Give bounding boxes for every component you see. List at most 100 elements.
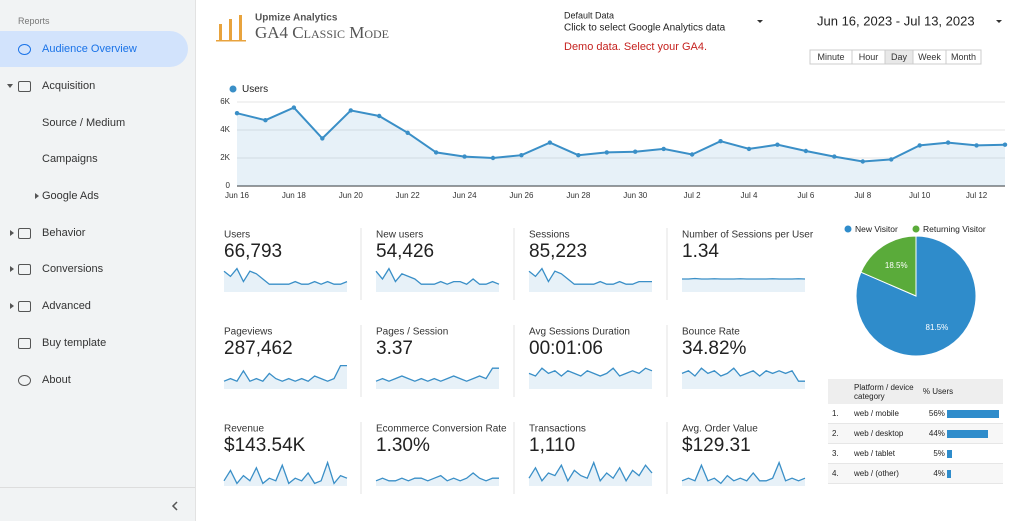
granularity-label[interactable]: Month: [951, 52, 976, 62]
bar: [946, 449, 952, 458]
metric-value: 85,223: [529, 241, 587, 262]
granularity-label[interactable]: Minute: [817, 52, 844, 62]
nav-label[interactable]: Conversions: [42, 263, 104, 275]
point: [860, 159, 865, 164]
table-row: 3. web / tablet 5%: [828, 443, 1003, 464]
metric-label: Number of Sessions per User: [682, 230, 814, 241]
slice-label: 18.5%: [885, 261, 908, 270]
nav-label[interactable]: Behavior: [42, 227, 86, 239]
notice: Demo data. Select your GA4.: [564, 41, 707, 53]
nav-item[interactable]: Acquisition: [0, 68, 188, 104]
sparkline: [682, 277, 806, 280]
metric-label: New users: [376, 230, 423, 241]
metric-label: Pages / Session: [376, 327, 448, 338]
dropdown-arrow[interactable]: [996, 20, 1002, 23]
value-cell: 4%: [918, 463, 1003, 484]
x-tick-label: Jun 26: [509, 191, 534, 200]
bar: [946, 429, 988, 438]
sparkline-area: [682, 368, 805, 389]
sparkline-area: [224, 365, 347, 389]
x-tick-label: Jul 2: [684, 191, 701, 200]
source-select[interactable]: Click to select Google Analytics data: [564, 23, 726, 34]
x-tick-label: Jul 12: [966, 191, 988, 200]
sparkline: [375, 267, 500, 285]
pie-slice: [855, 235, 977, 357]
metric-label: Revenue: [224, 424, 264, 435]
nav-item[interactable]: Source / Medium: [0, 105, 188, 141]
nav-item[interactable]: Buy template: [0, 325, 188, 361]
x-tick-label: Jun 30: [623, 191, 648, 200]
sparkline: [223, 364, 347, 383]
point: [689, 152, 695, 157]
point: [832, 154, 837, 159]
collapse-button[interactable]: [0, 488, 195, 522]
metric-value: 66,793: [224, 241, 282, 262]
brand: Upmize Analytics: [255, 13, 338, 24]
nav-item[interactable]: Behavior: [0, 215, 188, 251]
metric-label: Ecommerce Conversion Rate: [376, 424, 507, 435]
point: [604, 150, 609, 155]
granularity-label[interactable]: Hour: [859, 52, 879, 62]
metric-value: 1.34: [682, 241, 719, 262]
nav-item[interactable]: Campaigns: [0, 141, 188, 177]
dropdown-arrow[interactable]: [757, 20, 763, 23]
x-tick-label: Jul 6: [797, 191, 814, 200]
x-tick-label: Jun 20: [339, 191, 364, 200]
metric-value: 34.82%: [682, 338, 747, 359]
granularity-button[interactable]: [945, 49, 982, 65]
metric-label: Avg Sessions Duration: [529, 327, 630, 338]
point: [746, 146, 752, 152]
y-tick-label: 4K: [220, 125, 230, 134]
x-tick-label: Jul 10: [909, 191, 931, 200]
nav-label[interactable]: Audience Overview: [42, 43, 137, 55]
column-header: Platform / device category: [850, 379, 919, 404]
dashboard: Upmize Analytics GA4 Classic Mode Defaul…: [216, 10, 1008, 494]
sparkline: [375, 472, 499, 482]
sparkline-area: [529, 368, 652, 389]
nav-item[interactable]: Audience Overview: [0, 31, 188, 67]
value-cell: 44%: [918, 423, 1003, 444]
point: [775, 142, 780, 147]
value-cell: 5%: [918, 443, 1003, 464]
point: [490, 155, 496, 161]
granularity-label[interactable]: Week: [918, 52, 941, 62]
nav-label[interactable]: Advanced: [42, 300, 91, 312]
nav-label[interactable]: About: [42, 374, 71, 386]
nav-item[interactable]: Advanced: [0, 288, 188, 324]
point: [633, 149, 638, 154]
sparkline: [375, 367, 499, 382]
bar: [946, 409, 999, 418]
point: [889, 157, 894, 162]
table-row: 1. web / mobile 56%: [828, 404, 1003, 424]
nav-item[interactable]: Google Ads: [0, 178, 188, 214]
x-tick-label: Jul 4: [741, 191, 758, 200]
granularity-label[interactable]: Day: [891, 52, 908, 62]
nav-label[interactable]: Google Ads: [42, 190, 99, 202]
value-label: 44%: [928, 429, 945, 438]
slice-label: 81.5%: [926, 323, 949, 332]
sparkline: [681, 460, 806, 485]
metric-value: 00:01:06: [529, 338, 603, 359]
nav-label[interactable]: Source / Medium: [42, 117, 126, 129]
date-range[interactable]: Jun 16, 2023 - Jul 13, 2023: [817, 13, 975, 28]
sparkline: [223, 267, 348, 285]
point: [348, 108, 353, 113]
metric-value: 287,462: [224, 338, 293, 359]
line: [236, 106, 1006, 163]
x-tick-label: Jun 22: [396, 191, 421, 200]
nav-label[interactable]: Campaigns: [42, 153, 98, 165]
point: [576, 153, 581, 158]
nav-item[interactable]: Conversions: [0, 251, 188, 287]
column-header[interactable]: % Users: [918, 379, 1003, 404]
nav-item[interactable]: About: [0, 362, 188, 398]
nav-label[interactable]: Buy template: [42, 337, 107, 349]
nav-label[interactable]: Acquisition: [42, 80, 96, 92]
point: [661, 146, 666, 152]
point: [291, 105, 297, 110]
area: [237, 107, 1005, 186]
sparkline: [528, 460, 653, 483]
